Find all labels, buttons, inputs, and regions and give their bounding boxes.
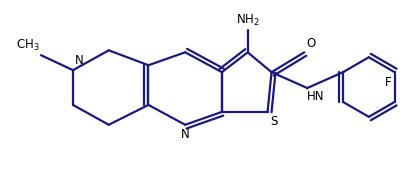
Text: CH$_3$: CH$_3$ bbox=[16, 38, 39, 53]
Text: S: S bbox=[270, 115, 278, 128]
Text: O: O bbox=[306, 37, 315, 50]
Text: N: N bbox=[181, 128, 189, 141]
Text: N: N bbox=[75, 54, 84, 67]
Text: NH$_2$: NH$_2$ bbox=[236, 13, 260, 28]
Text: F: F bbox=[385, 76, 391, 89]
Text: HN: HN bbox=[307, 90, 325, 103]
